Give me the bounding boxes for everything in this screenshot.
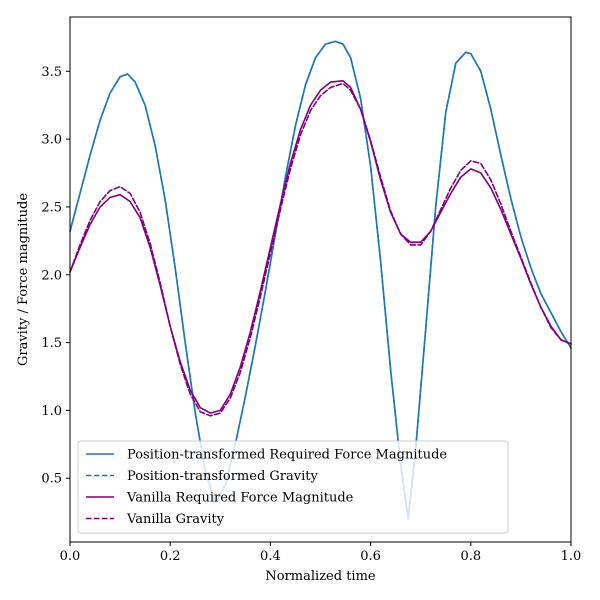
y-axis-ticks: 0.5 1.0 1.5 2.0 2.5 3.0 3.5 xyxy=(41,65,70,487)
x-tick-label: 0.8 xyxy=(460,549,481,564)
x-tick-label: 0.2 xyxy=(160,549,181,564)
plot-frame xyxy=(69,16,572,543)
y-axis-label: Gravity / Force magnitude xyxy=(16,193,31,366)
legend: Position-transformed Required Force Magn… xyxy=(77,440,509,534)
x-axis-ticks: 0.0 0.2 0.4 0.6 0.8 1.0 xyxy=(60,542,582,564)
series-line-2 xyxy=(69,80,572,414)
y-tick-label: 3.5 xyxy=(41,65,62,80)
legend-box xyxy=(77,440,509,534)
series-line-1 xyxy=(69,40,572,520)
series-line-3 xyxy=(69,82,572,417)
y-tick-label: 1.5 xyxy=(41,336,62,351)
x-axis-label: Normalized time xyxy=(265,569,376,584)
legend-label: Position-transformed Required Force Magn… xyxy=(127,448,447,463)
y-tick-label: 1.0 xyxy=(41,404,62,419)
legend-label: Vanilla Gravity xyxy=(126,512,225,527)
y-tick-label: 2.0 xyxy=(41,268,62,283)
y-tick-label: 0.5 xyxy=(41,472,62,487)
x-tick-label: 0.0 xyxy=(60,549,81,564)
y-tick-label: 2.5 xyxy=(41,200,62,215)
plot-lines xyxy=(69,40,572,520)
legend-label: Vanilla Required Force Magnitude xyxy=(126,491,354,506)
x-tick-label: 0.4 xyxy=(260,549,281,564)
y-tick-label: 3.0 xyxy=(41,133,62,148)
x-tick-label: 1.0 xyxy=(561,549,582,564)
legend-label: Position-transformed Gravity xyxy=(127,469,318,484)
x-tick-label: 0.6 xyxy=(360,549,381,564)
